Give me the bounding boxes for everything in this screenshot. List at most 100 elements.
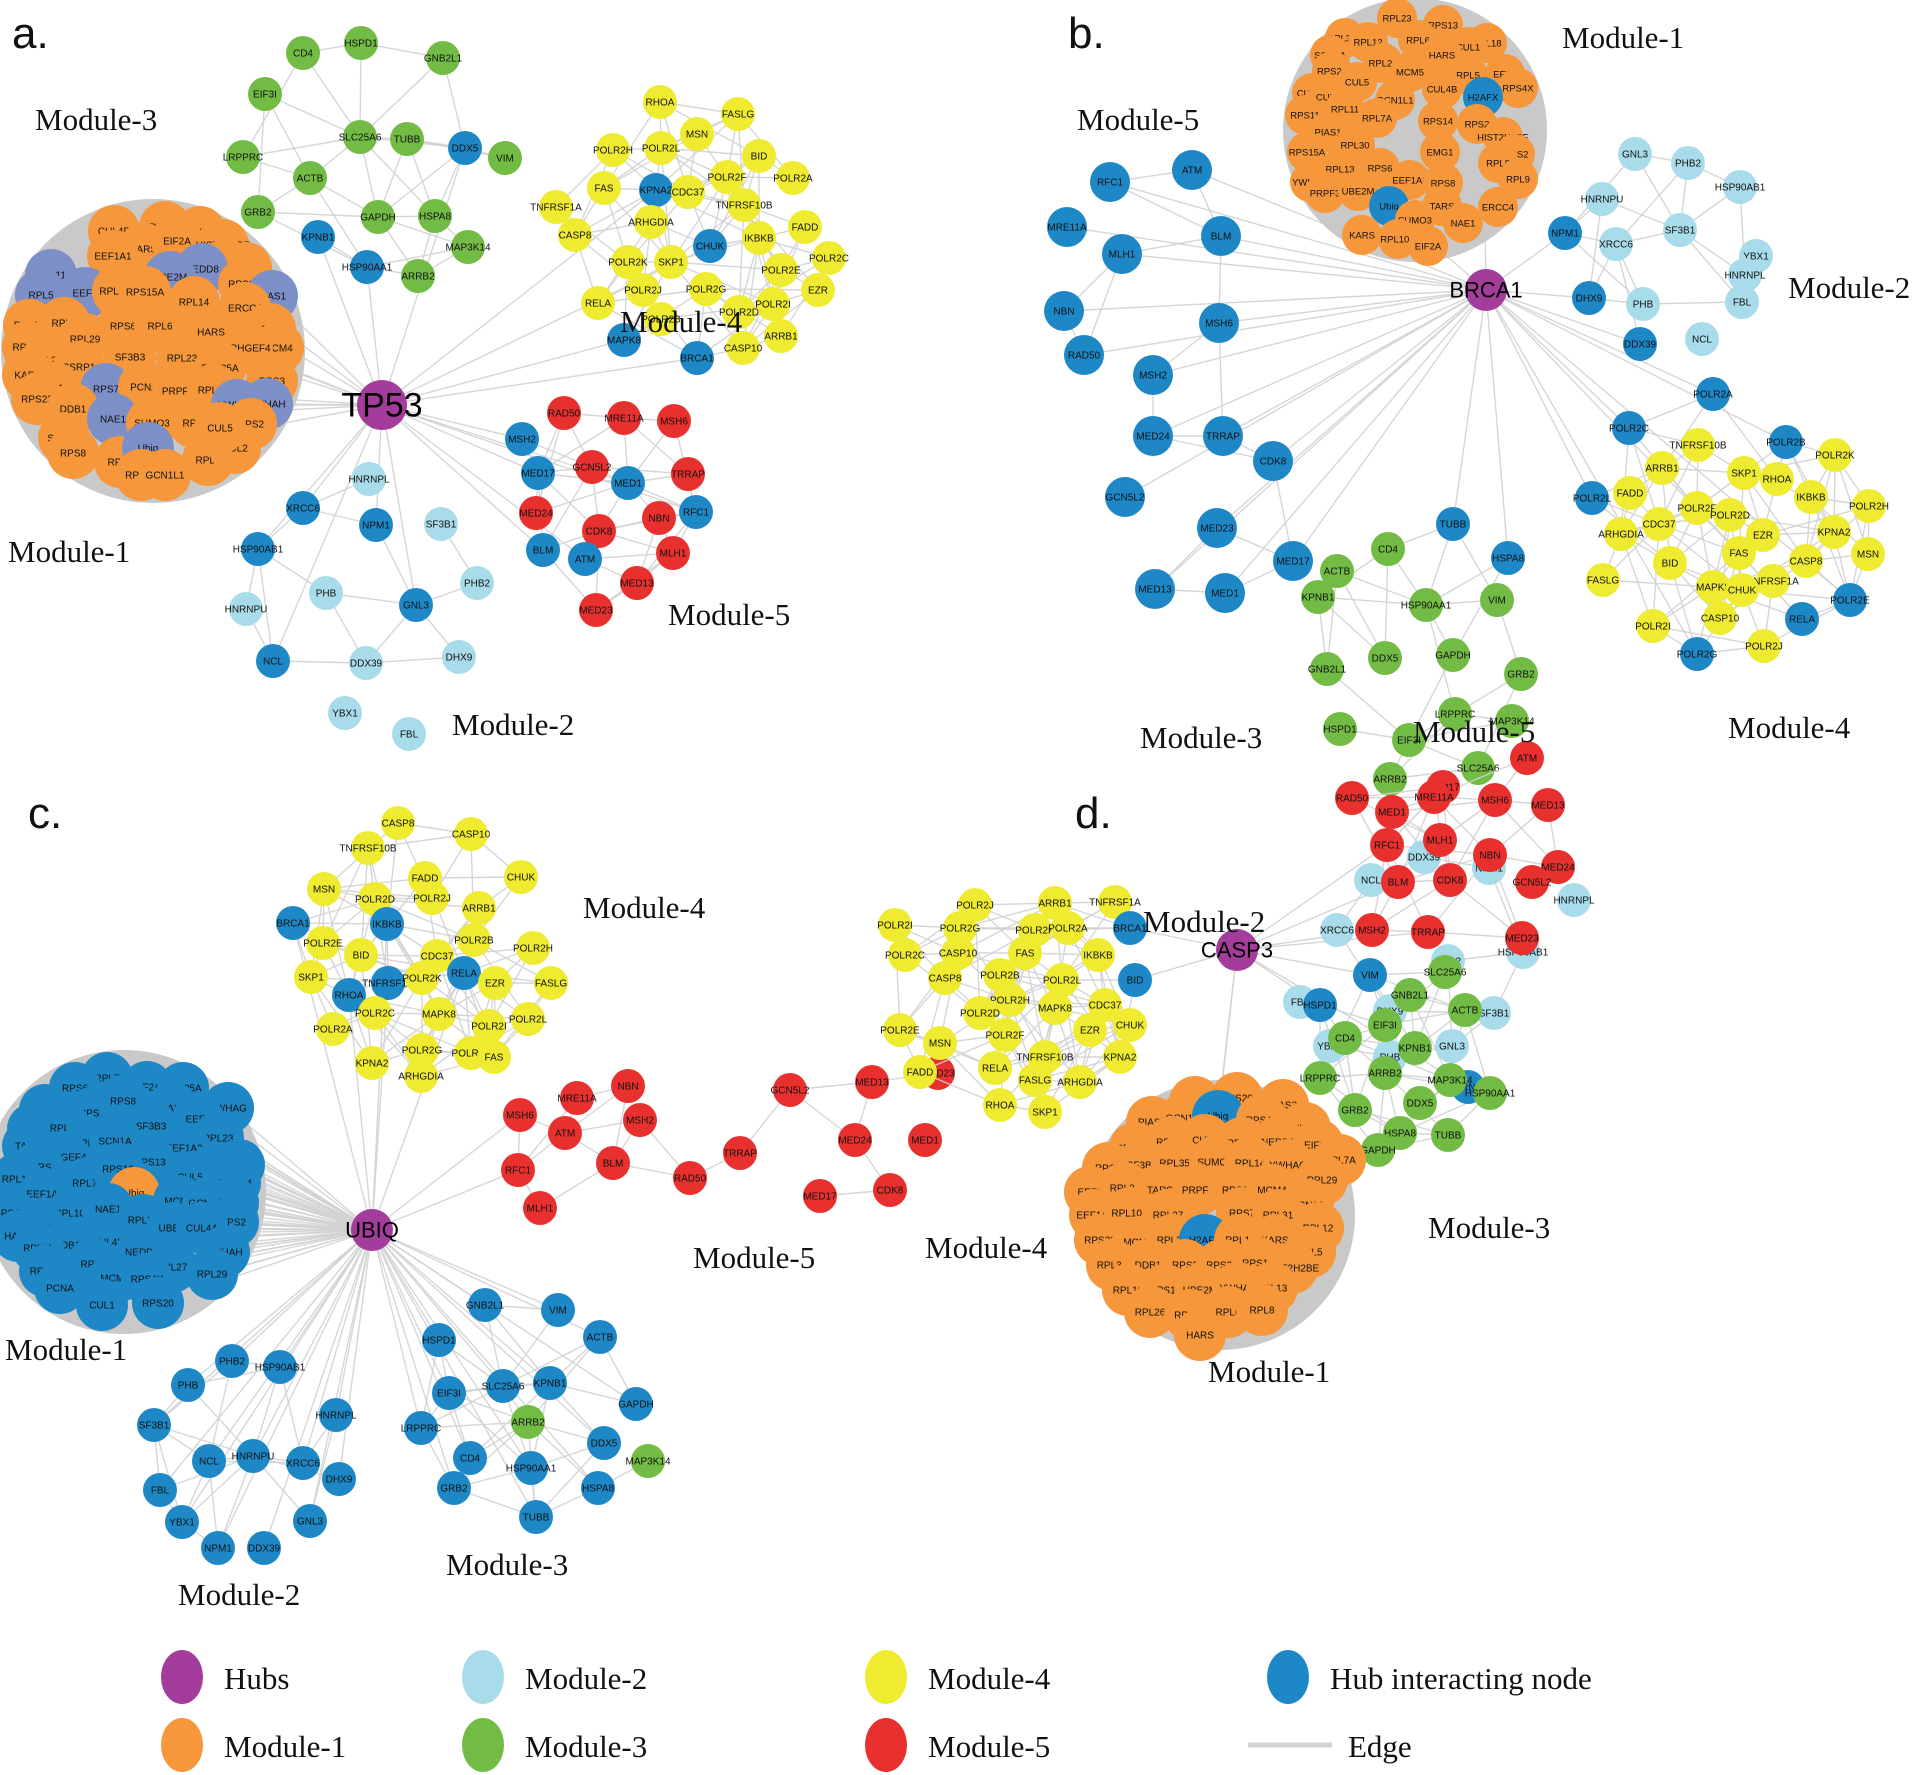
node-MED24[interactable] <box>1133 416 1173 456</box>
node-XRCC6[interactable] <box>1599 227 1633 261</box>
node-MLH1[interactable] <box>656 536 690 570</box>
node-FASLG[interactable] <box>721 97 755 131</box>
node-GRB2[interactable] <box>1504 657 1538 691</box>
node-MAP3K14[interactable] <box>1495 704 1529 738</box>
node-CHUK[interactable] <box>1725 573 1759 607</box>
node-CASP10[interactable] <box>1703 601 1737 635</box>
node-FBL[interactable] <box>143 1473 177 1507</box>
node-GNL3[interactable] <box>399 588 433 622</box>
node-ACTB[interactable] <box>1320 554 1354 588</box>
node-POLR2G[interactable] <box>1680 637 1714 671</box>
node-IKBKB[interactable] <box>1794 480 1828 514</box>
node-MED24[interactable] <box>838 1123 872 1157</box>
node-MAP3K14[interactable] <box>1433 1063 1467 1097</box>
node-FAS[interactable] <box>587 171 621 205</box>
node-POLR2H[interactable] <box>596 133 630 167</box>
node-RPL7A[interactable] <box>1357 98 1397 138</box>
node-DHX9[interactable] <box>1572 281 1606 315</box>
node-ARHGDIA[interactable] <box>404 1059 438 1093</box>
node-POLR2L[interactable] <box>1575 481 1609 515</box>
node-RFC1[interactable] <box>1090 162 1130 202</box>
node-ARRB2[interactable] <box>511 1405 545 1439</box>
node-POLR2K[interactable] <box>611 245 645 279</box>
node-HSPD1[interactable] <box>1323 712 1357 746</box>
node-MSH6[interactable] <box>657 404 691 438</box>
node-KPNA2[interactable] <box>639 173 673 207</box>
node-SLC25A6[interactable] <box>343 120 377 154</box>
node-PCNA[interactable] <box>34 1262 86 1314</box>
node-RPS14[interactable] <box>1418 101 1458 141</box>
node-FASLG[interactable] <box>1018 1063 1052 1097</box>
node-ATM[interactable] <box>1172 150 1212 190</box>
node-MSH2[interactable] <box>1133 355 1173 395</box>
node-FBL[interactable] <box>392 717 426 751</box>
node-TNFRSF1A[interactable] <box>1098 885 1132 919</box>
node-GAPDH[interactable] <box>1436 638 1470 672</box>
node-NCL[interactable] <box>256 644 290 678</box>
node-VIM[interactable] <box>1353 958 1387 992</box>
node-MAP3K14[interactable] <box>451 230 485 264</box>
node-RPL9[interactable] <box>1498 159 1538 199</box>
node-HSPA8[interactable] <box>418 199 452 233</box>
node-MAP3K14[interactable] <box>631 1444 665 1478</box>
node-POLR2L[interactable] <box>1045 963 1079 997</box>
node-CHUK[interactable] <box>504 860 538 894</box>
node-RELA[interactable] <box>978 1051 1012 1085</box>
node-HARS[interactable] <box>1174 1309 1226 1361</box>
node-MED17[interactable] <box>521 456 555 490</box>
node-ARRB2[interactable] <box>1368 1056 1402 1090</box>
node-FADD[interactable] <box>788 210 822 244</box>
node-FADD[interactable] <box>1613 476 1647 510</box>
node-TRRAP[interactable] <box>1203 416 1243 456</box>
node-ARHGDIA[interactable] <box>1063 1065 1097 1099</box>
node-ARHGDIA[interactable] <box>1604 517 1638 551</box>
node-MRE11A[interactable] <box>1047 207 1087 247</box>
node-CD4[interactable] <box>1371 532 1405 566</box>
node-TNFRSF1A[interactable] <box>539 190 573 224</box>
node-IKBKB[interactable] <box>370 907 404 941</box>
node-BID[interactable] <box>344 938 378 972</box>
node-MED13[interactable] <box>620 566 654 600</box>
node-BLM[interactable] <box>1381 865 1415 899</box>
node-TRRAP[interactable] <box>671 457 705 491</box>
node-EZR[interactable] <box>1746 518 1780 552</box>
node-TNFRSF10B[interactable] <box>1681 428 1715 462</box>
node-RFC1[interactable] <box>1370 828 1404 862</box>
node-KPNB1[interactable] <box>1398 1031 1432 1065</box>
node-EZR[interactable] <box>1073 1013 1107 1047</box>
node-TUBB[interactable] <box>390 122 424 156</box>
node-SLC25A6[interactable] <box>1461 751 1495 785</box>
node-RPL29[interactable] <box>186 1248 238 1300</box>
node-EIF3I[interactable] <box>248 77 282 111</box>
node-NPM1[interactable] <box>359 508 393 542</box>
node-ARRB1[interactable] <box>462 891 496 925</box>
node-HSPA8[interactable] <box>1491 541 1525 575</box>
node-POLR2A[interactable] <box>776 161 810 195</box>
node-POLR2I[interactable] <box>472 1009 506 1043</box>
node-UBE2M[interactable] <box>1338 171 1378 211</box>
node-BLM[interactable] <box>1201 216 1241 256</box>
node-GNL3[interactable] <box>293 1504 327 1538</box>
node-POLR2D[interactable] <box>963 996 997 1030</box>
node-POLR2G[interactable] <box>689 272 723 306</box>
node-CUL4B[interactable] <box>1422 69 1462 109</box>
node-EIF3I[interactable] <box>1368 1008 1402 1042</box>
node-DDX39[interactable] <box>1623 327 1657 361</box>
node-POLR2E[interactable] <box>764 253 798 287</box>
node-SF3B1[interactable] <box>1663 213 1697 247</box>
node-POLR2J[interactable] <box>1747 629 1781 663</box>
node-MAPK8[interactable] <box>422 997 456 1031</box>
node-GRB2[interactable] <box>1338 1093 1372 1127</box>
node-POLR2B[interactable] <box>644 302 678 336</box>
node-GRB2[interactable] <box>241 195 275 229</box>
node-MED1[interactable] <box>908 1123 942 1157</box>
node-GAPDH[interactable] <box>1361 1133 1395 1167</box>
node-MSH2[interactable] <box>1355 913 1389 947</box>
node-POLR2I[interactable] <box>1636 609 1670 643</box>
node-DDX5[interactable] <box>587 1426 621 1460</box>
node-ARRB1[interactable] <box>1645 451 1679 485</box>
node-POLR2C[interactable] <box>358 996 392 1030</box>
node-GCN5L2[interactable] <box>1105 477 1145 517</box>
node-PRPF3[interactable] <box>1305 173 1345 213</box>
node-LRPPRC[interactable] <box>226 140 260 174</box>
